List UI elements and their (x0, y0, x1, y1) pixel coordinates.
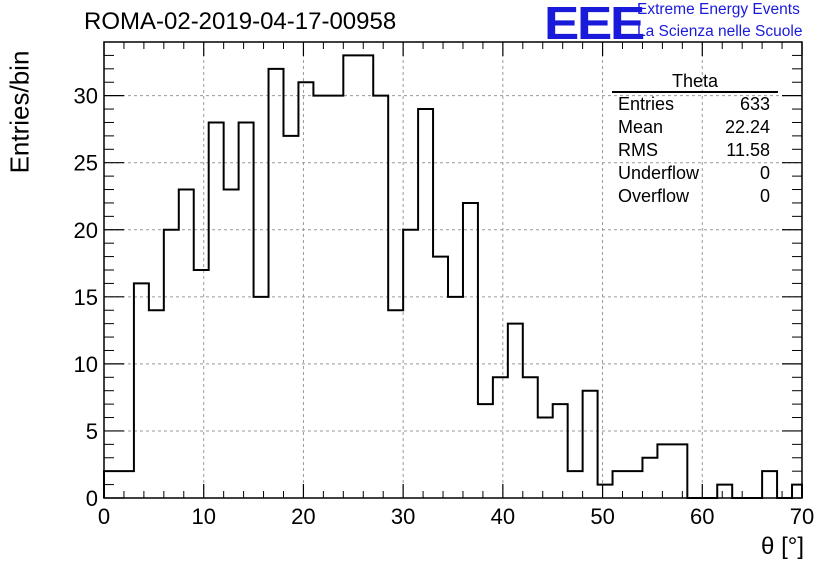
x-tick-labels: 0 10 20 30 40 50 60 70 (98, 504, 814, 529)
stats-row-rms: RMS 11.58 (612, 139, 778, 162)
grid-lines (104, 42, 802, 498)
y-tick-labels: 0 5 10 15 20 25 30 (74, 84, 98, 511)
stats-row-underflow: Underflow 0 (612, 162, 778, 185)
stats-label: Entries (618, 94, 675, 114)
x-tick-label: 70 (790, 504, 814, 529)
stats-value: 633 (739, 94, 770, 114)
stats-box: Theta Entries 633 Mean 22.24 RMS 11.58 U… (612, 72, 778, 208)
y-tick-label: 25 (74, 151, 98, 176)
stats-value: 0 (759, 186, 770, 206)
y-tick-label: 30 (74, 84, 98, 109)
stats-row-entries: Entries 633 (612, 93, 778, 116)
x-tick-label: 10 (191, 504, 215, 529)
x-tick-label: 0 (98, 504, 110, 529)
stats-value: 0 (759, 163, 770, 183)
stats-label: Overflow (618, 186, 690, 206)
y-axis-label: Entries/bin (4, 50, 35, 174)
plot-frame (103, 41, 803, 499)
stats-row-overflow: Overflow 0 (612, 185, 778, 208)
y-tick-label: 20 (74, 218, 98, 243)
stats-row-mean: Mean 22.24 (612, 116, 778, 139)
stats-label: RMS (618, 140, 658, 160)
y-tick-label: 0 (86, 486, 98, 511)
y-tick-label: 5 (86, 419, 98, 444)
x-tick-label: 30 (391, 504, 415, 529)
stats-label: Mean (618, 117, 664, 137)
run-title: ROMA-02-2019-04-17-00958 (84, 8, 397, 35)
stats-value: 22.24 (724, 117, 770, 137)
histogram-step-line (103, 54, 803, 499)
stats-value: 11.58 (726, 140, 770, 160)
x-tick-label: 60 (690, 504, 714, 529)
x-tick-label: 40 (491, 504, 515, 529)
logo-line-2: La Scienza nelle Scuole (637, 23, 803, 40)
x-tick-label: 50 (590, 504, 614, 529)
x-tick-label: 20 (291, 504, 315, 529)
stats-title: Theta (612, 72, 778, 93)
x-axis-label: θ [°] (761, 533, 804, 560)
y-tick-label: 10 (74, 352, 98, 377)
y-tick-label: 15 (74, 285, 98, 310)
stats-label: Underflow (618, 163, 700, 183)
eee-logo: EEE (544, 0, 645, 49)
logo-line-1: Extreme Energy Events (637, 1, 800, 18)
